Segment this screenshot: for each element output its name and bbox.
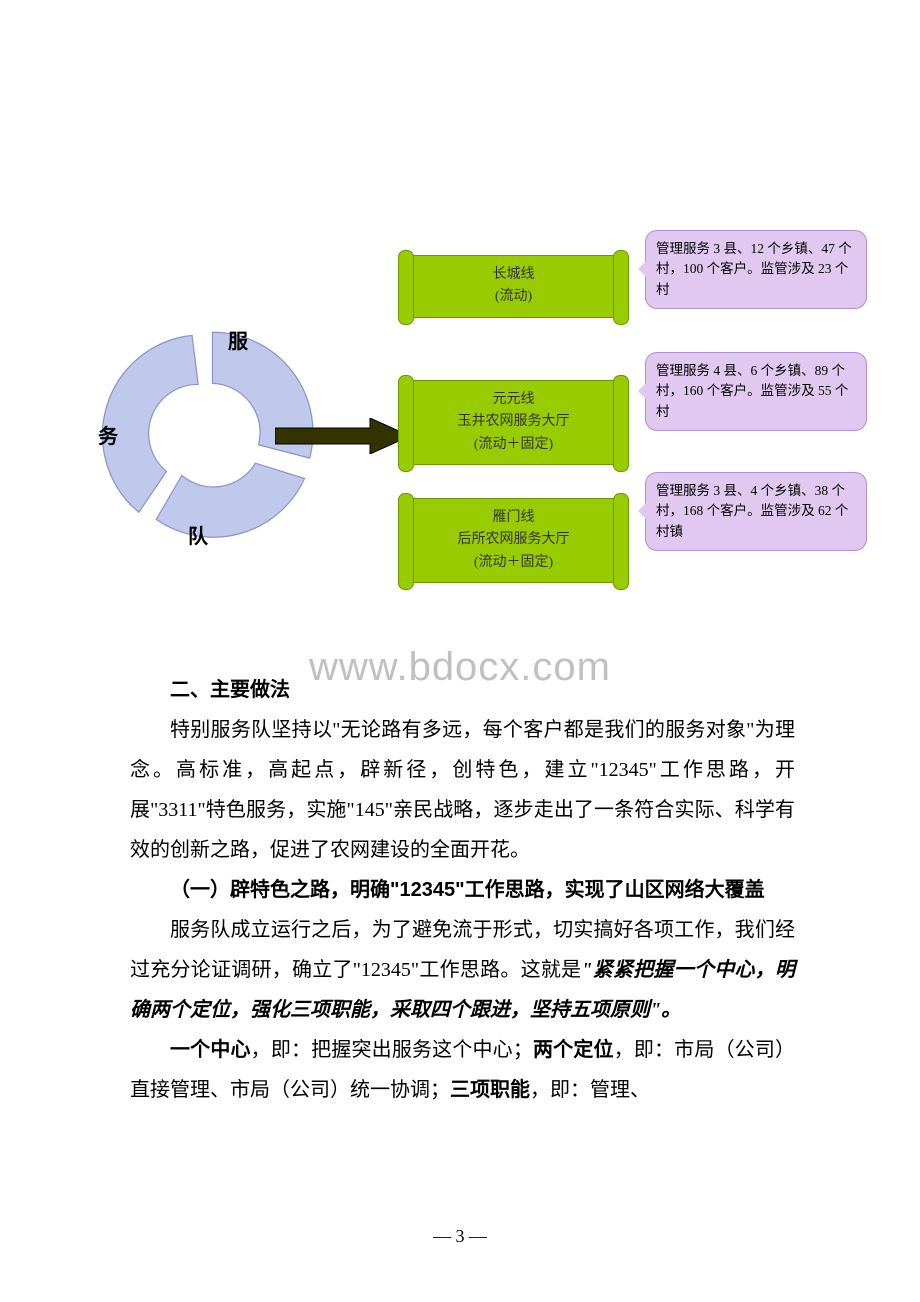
scroll-text: (流动＋固定) xyxy=(406,434,621,456)
paragraph: 服务队成立运行之后，为了避免流于形式，切实搞好各项工作，我们经过充分论证调研，确… xyxy=(130,910,795,1030)
callout-text: 管理服务 4 县、6 个乡镇、89 个村，160 个客户。监管涉及 55 个村 xyxy=(656,363,848,419)
scroll-box-3: 雁门线 后所农网服务大厅 (流动＋固定) xyxy=(405,498,622,583)
scroll-text: 元元线 xyxy=(406,389,621,411)
diagram: 服 务 队 长城线 (流动) 元元线 玉井农网服务大厅 (流动＋固定) 雁门线 … xyxy=(100,200,880,620)
scroll-text: 长城线 xyxy=(406,264,621,286)
scroll-box-1: 长城线 (流动) xyxy=(405,255,622,318)
term: 一个中心 xyxy=(170,1039,251,1061)
callout-text: 管理服务 3 县、12 个乡镇、47 个村，100 个客户。监管涉及 23 个村 xyxy=(656,241,852,297)
page-number: — 3 — xyxy=(0,1226,920,1247)
scroll-box-2: 元元线 玉井农网服务大厅 (流动＋固定) xyxy=(405,380,622,465)
body-text: 二、主要做法 特别服务队坚持以"无论路有多远，每个客户都是我们的服务对象"为理念… xyxy=(130,670,795,1110)
sub-heading: （一）辟特色之路，明确"12345"工作思路，实现了山区网络大覆盖 xyxy=(130,870,795,910)
scroll-text: (流动＋固定) xyxy=(406,552,621,574)
paragraph-text: ，即：管理、 xyxy=(530,1079,650,1101)
paragraph-text: ，即：把握突出服务这个中心； xyxy=(251,1039,533,1061)
term: 两个定位 xyxy=(533,1039,614,1061)
callout-text: 管理服务 3 县、4 个乡镇、38 个村，168 个客户。监管涉及 62 个村镇 xyxy=(656,483,848,539)
callout-1: 管理服务 3 县、12 个乡镇、47 个村，100 个客户。监管涉及 23 个村 xyxy=(645,230,867,309)
arrow-icon xyxy=(275,418,410,454)
donut-label-bottom: 队 xyxy=(188,520,208,549)
scroll-text: 后所农网服务大厅 xyxy=(406,529,621,551)
scroll-text: (流动) xyxy=(406,286,621,308)
scroll-text: 玉井农网服务大厅 xyxy=(406,411,621,433)
term: 三项职能 xyxy=(450,1079,530,1101)
callout-3: 管理服务 3 县、4 个乡镇、38 个村，168 个客户。监管涉及 62 个村镇 xyxy=(645,472,867,551)
paragraph: 一个中心，即：把握突出服务这个中心；两个定位，即：市局（公司）直接管理、市局（公… xyxy=(130,1030,795,1110)
section-heading: 二、主要做法 xyxy=(130,670,795,710)
scroll-text: 雁门线 xyxy=(406,507,621,529)
donut-label-left: 务 xyxy=(98,420,118,449)
document-page: 服 务 队 长城线 (流动) 元元线 玉井农网服务大厅 (流动＋固定) 雁门线 … xyxy=(0,0,920,1302)
paragraph: 特别服务队坚持以"无论路有多远，每个客户都是我们的服务对象"为理念。高标准，高起… xyxy=(130,710,795,870)
donut-label-top: 服 xyxy=(228,325,248,354)
callout-2: 管理服务 4 县、6 个乡镇、89 个村，160 个客户。监管涉及 55 个村 xyxy=(645,352,867,431)
